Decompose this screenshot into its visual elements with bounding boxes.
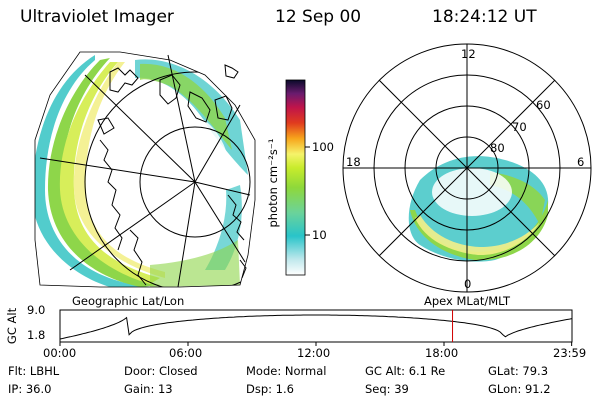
- ip-info: IP: 36.0: [8, 382, 52, 396]
- altitude-plot: [59, 309, 573, 346]
- filter-info: Flt: LBHL: [8, 364, 60, 378]
- colorbar: [285, 79, 310, 276]
- orbit-altitude-curve: [59, 314, 573, 340]
- sequence-info: Seq: 39: [365, 382, 409, 396]
- altitude-xtick-0000: 00:00: [43, 346, 77, 360]
- altitude-ytick-high: 9.0: [27, 303, 46, 317]
- mlt-label-0: 0: [464, 277, 472, 291]
- observation-time: 18:24:12 UT: [432, 7, 537, 27]
- gain-info: Gain: 13: [124, 382, 173, 396]
- apex-polar-grid: [342, 43, 592, 293]
- dsp-info: Dsp: 1.6: [246, 382, 294, 396]
- altitude-xtick-0600: 06:00: [169, 346, 203, 360]
- left-panel-caption: Geographic Lat/Lon: [72, 294, 185, 308]
- altitude-axis-label: GC Alt: [5, 307, 19, 345]
- colorbar-tick-100: 100: [312, 140, 334, 154]
- mlt-label-18: 18: [346, 155, 361, 169]
- left-panel-frame: [34, 51, 256, 288]
- geographic-latitude: GLat: 79.3: [488, 364, 549, 378]
- mlat-label-70: 70: [512, 120, 527, 134]
- apex-auroral-image: [408, 156, 549, 262]
- altitude-ytick-low: 1.8: [27, 328, 46, 342]
- mlat-label-60: 60: [536, 98, 551, 112]
- coastlines: [97, 64, 247, 286]
- mlat-label-80: 80: [490, 141, 505, 155]
- altitude-xtick-1800: 18:00: [425, 346, 459, 360]
- altitude-xtick-2359: 23:59: [553, 346, 587, 360]
- observation-date: 12 Sep 00: [275, 7, 362, 27]
- geographic-longitude: GLon: 91.2: [488, 382, 551, 396]
- right-panel-caption: Apex MLat/MLT: [424, 294, 511, 308]
- mode-info: Mode: Normal: [246, 364, 327, 378]
- colorbar-unit-label: photon cm⁻²s⁻¹: [266, 138, 280, 228]
- door-status: Door: Closed: [124, 364, 198, 378]
- gc-altitude-info: GC Alt: 6.1 Re: [365, 364, 446, 378]
- instrument-title: Ultraviolet Imager: [20, 7, 174, 27]
- mlt-label-6: 6: [577, 155, 585, 169]
- mlt-label-12: 12: [461, 47, 476, 61]
- geographic-auroral-image: [35, 52, 255, 287]
- altitude-xtick-1200: 12:00: [297, 346, 331, 360]
- colorbar-tick-10: 10: [312, 228, 327, 242]
